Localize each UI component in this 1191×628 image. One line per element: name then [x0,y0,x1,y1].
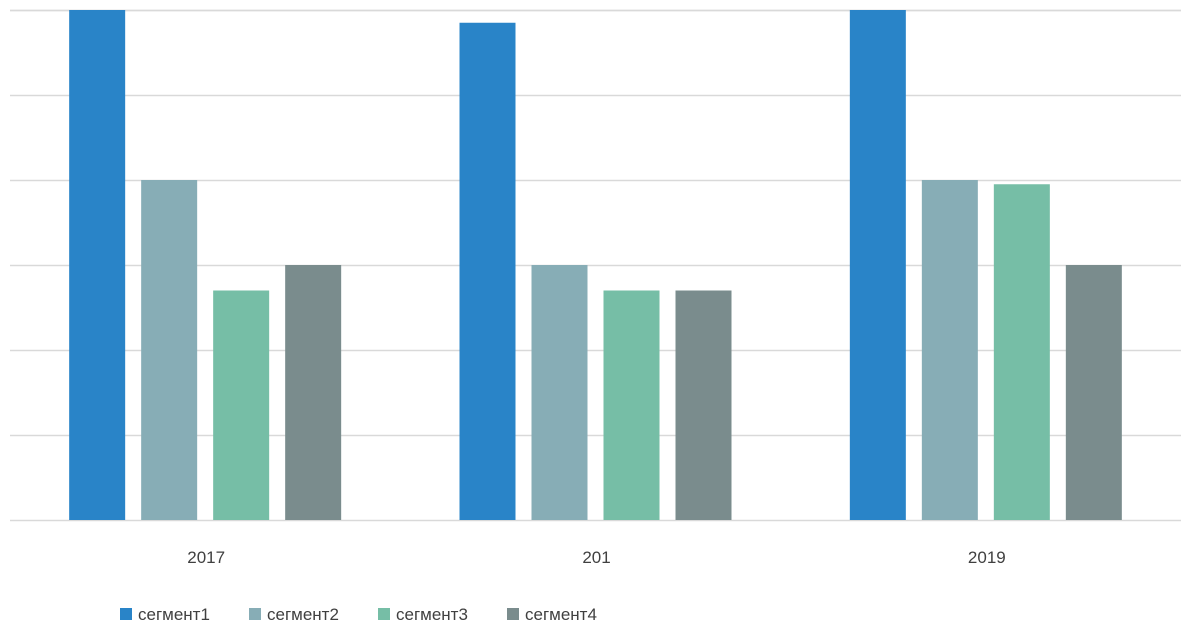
legend-label: сегмент1 [138,605,210,624]
bar-сегмент2-2019 [921,180,978,520]
legend-swatch-сегмент1 [120,608,132,620]
legend-label: сегмент2 [267,605,339,624]
legend-swatch-сегмент2 [249,608,261,620]
bar-сегмент2-201 [531,265,588,520]
bar-сегмент3-201 [603,290,660,520]
bar-сегмент1-2017 [69,10,126,520]
bar-сегмент1-201 [459,22,516,520]
legend: сегмент1 сегмент2 сегмент3 сегмент4 [120,605,597,624]
bars [69,10,1122,520]
gridlines [10,9,1181,522]
x-tick-label: 2019 [968,548,1006,567]
legend-label: сегмент4 [525,605,597,624]
legend-swatch-сегмент3 [378,608,390,620]
bar-сегмент4-2019 [1065,265,1122,520]
bar-сегмент1-2019 [849,10,906,520]
legend-swatch-сегмент4 [507,608,519,620]
x-axis-tick-labels: 2017 201 2019 [187,548,1005,567]
bar-сегмент4-201 [675,290,732,520]
legend-label: сегмент3 [396,605,468,624]
bar-сегмент3-2017 [213,290,270,520]
bar-сегмент2-2017 [141,180,198,520]
bar-сегмент3-2019 [993,184,1050,520]
x-tick-label: 201 [582,548,610,567]
x-tick-label: 2017 [187,548,225,567]
bar-сегмент4-2017 [285,265,342,520]
